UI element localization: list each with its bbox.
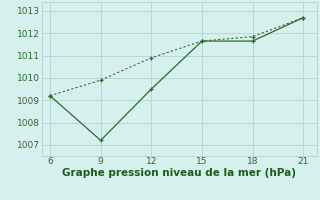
X-axis label: Graphe pression niveau de la mer (hPa): Graphe pression niveau de la mer (hPa) (62, 168, 296, 178)
